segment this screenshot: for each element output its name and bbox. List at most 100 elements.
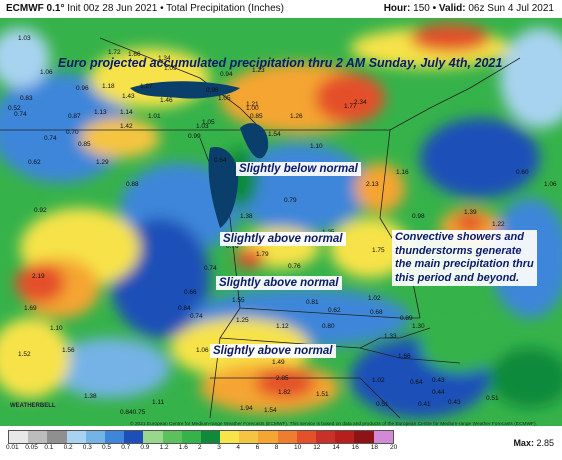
point-value: 0.84 [178,305,191,312]
point-value: 1.26 [290,113,303,120]
lake-huron [240,123,269,159]
point-value: 1.38 [84,393,97,400]
point-value: 1.03 [196,123,209,130]
max-label: Max: 2.85 [513,438,554,448]
legend-tick: 0.5 [102,444,112,451]
legend-tick: 0.9 [140,444,150,451]
legend-swatch [124,431,144,443]
point-value: 0.41 [418,401,431,408]
point-value: 0.43 [432,377,445,384]
point-value: 1.55 [232,297,245,304]
point-value: 1.52 [18,351,31,358]
point-value: 0.81 [306,299,319,306]
lake-michigan [208,147,239,228]
point-value: 0.98 [412,213,425,220]
legend-tick: 16 [351,444,359,451]
legend-swatch [47,431,67,443]
legend-swatch [143,431,163,443]
point-value: 1.03 [18,35,31,42]
point-value: 0.80 [322,323,335,330]
point-value: 0.840.75 [120,409,146,416]
legend-tick: 3 [217,444,221,451]
point-value: 1.22 [492,221,505,228]
legend-bar: 0.01 0.05 0.1 0.2 0.3 0.5 0.7 0.9 1.2 1.6 2 3 4 6 8 10 1… [0,426,562,460]
legend-tick: 0.01 [6,444,19,451]
point-value: 1.01 [148,113,161,120]
point-value: 0.89 [400,315,413,322]
legend-swatch [296,431,316,443]
point-value: 1.30 [412,323,425,330]
point-value: 0.87 [68,113,81,120]
point-value: 1.10 [50,325,63,332]
point-value: 1.25 [236,317,249,324]
legend-swatch [9,431,29,443]
convective-line-1: Convective showers and [395,231,524,243]
legend-tick: 8 [274,444,279,451]
point-value: 1.72 [108,49,121,56]
point-value: 2.34 [354,99,367,106]
legend-tick: 12 [313,444,321,451]
point-value: 0.92 [34,207,47,214]
point-value: 1.23 [252,67,265,74]
point-value: 0.66 [184,289,197,296]
point-value: 1.10 [310,143,323,150]
point-value: 1.05 [218,95,231,102]
point-value: 1.11 [152,399,165,406]
point-value: 1.27 [140,83,153,90]
model-name: ECMWF 0.1° [6,3,65,14]
point-value: 0.70 [66,129,79,136]
point-value: 1.38 [240,213,253,220]
point-value: 0.85 [250,113,263,120]
point-value: 1.33 [384,333,397,340]
valid-label: • Valid: [432,3,466,14]
ecmwf-credit: © 2021 European Centre for Medium-range … [130,422,537,427]
point-value: 2.13 [366,181,379,188]
legend-swatch [66,431,86,443]
legend-tick: 20 [390,444,398,451]
annotation-above-normal-3: Slightly above normal [210,344,336,358]
max-value: 2.85 [536,438,554,448]
legend-swatch [162,431,182,443]
point-value: 1.82 [278,389,291,396]
legend-tick: 4 [236,444,241,451]
precip-field [0,24,562,418]
point-value: 1.79 [256,251,269,258]
point-value: 1.42 [120,123,133,130]
point-value: 1.05 [202,119,215,126]
annotation-below-normal: Slightly below normal [236,162,361,176]
header-left: ECMWF 0.1° Init 00z 28 Jun 2021 • Total … [6,0,284,18]
header-bar: ECMWF 0.1° Init 00z 28 Jun 2021 • Total … [0,0,562,18]
point-value: 0.74 [14,111,27,118]
point-value: 0.74 [190,313,203,320]
point-value: 1.02 [368,295,381,302]
convective-line-3: the main precipitation thru [395,258,534,270]
point-value: 0.76 [226,243,239,250]
point-value: 1.69 [24,305,37,312]
point-value: 1.14 [120,109,133,116]
legend-tick: 0.7 [121,444,131,451]
map-title: Euro projected accumulated precipitation… [58,56,503,70]
point-value: 0.85 [78,141,91,148]
point-value: 1.09 [164,65,177,72]
legend-swatch [373,431,393,443]
annotation-above-normal-2: Slightly above normal [216,276,342,290]
legend-swatch [316,431,336,443]
point-value: 0.44 [432,389,445,396]
point-value: 0.51 [376,401,389,408]
point-value: 0.62 [28,159,41,166]
point-value: 1.49 [272,359,285,366]
point-value: 1.66 [128,51,141,58]
point-value: 2.19 [32,273,45,280]
point-value: 1.06 [40,69,53,76]
point-value: 0.68 [370,309,383,316]
legend-swatch [277,431,297,443]
point-value: 1.06 [544,181,557,188]
point-value: 1.02 [372,377,385,384]
legend-tick: 1.6 [178,444,188,451]
header-right: Hour: 150 • Valid: 06z Sun 4 Jul 2021 [384,0,554,18]
legend-tick: 1.2 [159,444,169,451]
point-value: 0.98 [206,87,219,94]
point-value: 1.34 [158,55,171,62]
point-value: 1.54 [264,407,277,414]
valid-value: 06z Sun 4 Jul 2021 [468,3,554,14]
